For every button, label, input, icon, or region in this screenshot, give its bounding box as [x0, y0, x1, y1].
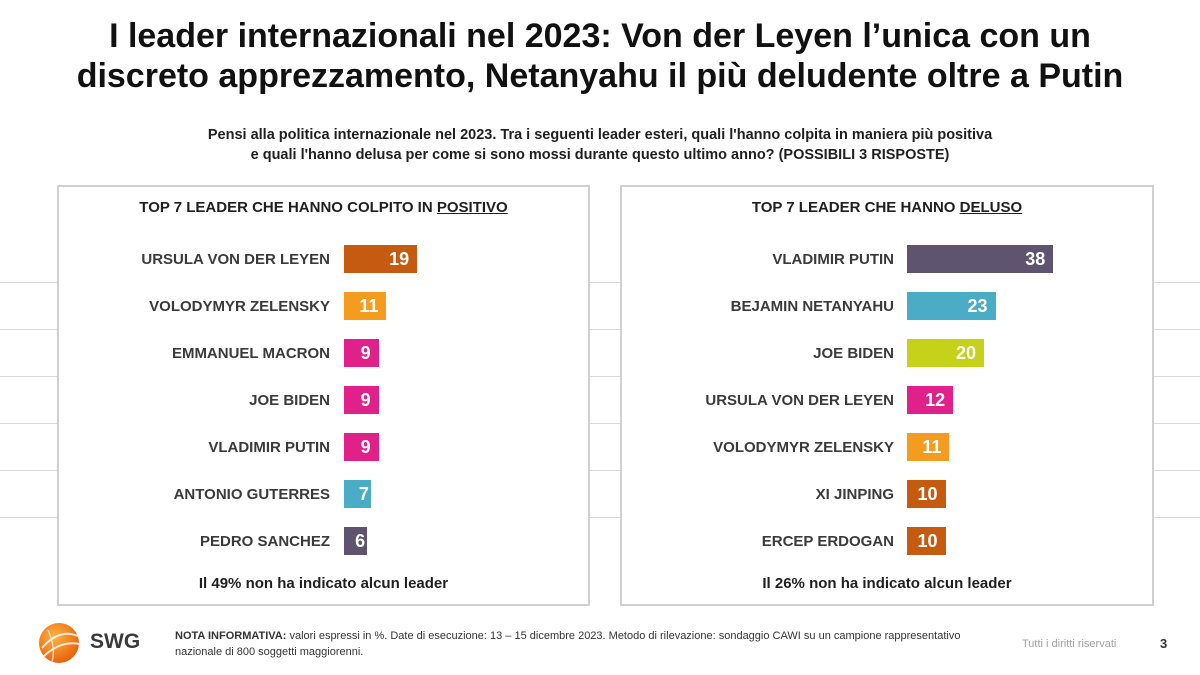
value-label: 9: [360, 437, 371, 457]
swg-logo-icon: [39, 623, 81, 663]
category-label: JOE BIDEN: [249, 392, 330, 409]
rights-reserved: Tutti i diritti riservati: [1022, 638, 1117, 650]
question-line-1: Pensi alla politica internazionale nel 2…: [207, 127, 993, 143]
page-title: I leader internazionali nel 2023: Von de…: [40, 16, 1160, 96]
category-label: PEDRO SANCHEZ: [199, 533, 330, 550]
bar: 20: [907, 339, 984, 367]
bar: 19: [344, 245, 418, 273]
bar-row: URSULA VON DER LEYEN 12: [622, 386, 1152, 416]
category-label: VOLODYMYR ZELENSKY: [713, 439, 894, 456]
bar-row: BEJAMIN NETANYAHU 23: [622, 292, 1152, 322]
bar: 7: [344, 480, 371, 508]
category-label: VLADIMIR PUTIN: [772, 251, 894, 268]
category-label: URSULA VON DER LEYEN: [705, 392, 894, 409]
methodology-note: NOTA INFORMATIVA: valori espressi in %. …: [175, 628, 975, 660]
value-label: 9: [360, 343, 371, 363]
page-number: 3: [1160, 636, 1168, 651]
bar: 23: [907, 292, 996, 320]
bar-row: EMMANUEL MACRON 9: [59, 339, 588, 369]
bar-row: JOE BIDEN 9: [59, 386, 588, 416]
disappointing-panel-title: TOP 7 LEADER CHE HANNO DELUSO: [622, 199, 1152, 216]
value-label: 11: [922, 437, 942, 457]
bar-row: URSULA VON DER LEYEN 19: [59, 245, 588, 275]
swg-logo-text: SWG: [90, 630, 141, 653]
row-divider: [0, 470, 1200, 471]
row-divider: [0, 282, 1200, 283]
bar-row: ERCEP ERDOGAN 10: [622, 527, 1152, 557]
title-line-2: discreto apprezzamento, Netanyahu il più…: [76, 57, 1124, 95]
row-divider: [0, 376, 1200, 377]
row-divider: [0, 423, 1200, 424]
positive-panel-title: TOP 7 LEADER CHE HANNO COLPITO IN POSITI…: [59, 199, 588, 216]
category-label: ERCEP ERDOGAN: [761, 533, 894, 550]
bar: 9: [344, 386, 379, 414]
bar: 11: [344, 292, 387, 320]
question-line-2: e quali l'hanno delusa per come si sono …: [250, 147, 950, 163]
value-label: 20: [955, 343, 976, 363]
positive-leaders-panel: TOP 7 LEADER CHE HANNO COLPITO IN POSITI…: [57, 185, 590, 606]
value-label: 6: [355, 531, 366, 551]
bar: 9: [344, 339, 379, 367]
disappointing-title-prefix: TOP 7 LEADER CHE HANNO: [751, 199, 960, 216]
bar-row: VLADIMIR PUTIN 9: [59, 433, 588, 463]
disappointing-no-answer-note: Il 26% non ha indicato alcun leader: [762, 575, 1012, 592]
disappointing-title-emphasis: DELUSO: [959, 199, 1023, 216]
category-label: VOLODYMYR ZELENSKY: [149, 298, 330, 315]
value-label: 23: [967, 296, 988, 316]
bar: 12: [907, 386, 954, 414]
bar-row: JOE BIDEN 20: [622, 339, 1152, 369]
bar-row: VOLODYMYR ZELENSKY 11: [59, 292, 588, 322]
bar: 11: [907, 433, 950, 461]
value-label: 10: [917, 531, 938, 551]
category-label: JOE BIDEN: [813, 345, 894, 362]
bar: 6: [344, 527, 368, 555]
value-label: 11: [359, 296, 379, 316]
value-label: 9: [360, 390, 371, 410]
disappointing-leaders-panel: TOP 7 LEADER CHE HANNO DELUSO VLADIMIR P…: [620, 185, 1154, 606]
value-label: 19: [389, 249, 410, 269]
bar-row: VOLODYMYR ZELENSKY 11: [622, 433, 1152, 463]
value-label: 38: [1025, 249, 1046, 269]
category-label: VLADIMIR PUTIN: [208, 439, 330, 456]
note-label: NOTA INFORMATIVA:: [175, 630, 287, 642]
category-label: ANTONIO GUTERRES: [173, 486, 330, 503]
bar: 9: [344, 433, 379, 461]
positive-title-emphasis: POSITIVO: [436, 199, 508, 216]
row-divider: [0, 329, 1200, 330]
value-label: 12: [925, 390, 946, 410]
bar: 38: [907, 245, 1054, 273]
positive-no-answer-note: Il 49% non ha indicato alcun leader: [198, 575, 449, 592]
bar: 10: [907, 527, 946, 555]
bar-row: VLADIMIR PUTIN 38: [622, 245, 1152, 275]
question-text: Pensi alla politica internazionale nel 2…: [100, 125, 1100, 165]
note-text: valori espressi in %. Date di esecuzione…: [175, 630, 961, 658]
positive-title-prefix: TOP 7 LEADER CHE HANNO COLPITO IN: [139, 199, 437, 216]
value-label: 7: [358, 484, 369, 504]
row-divider: [0, 517, 1200, 518]
category-label: EMMANUEL MACRON: [171, 345, 330, 362]
category-label: XI JINPING: [815, 486, 894, 503]
category-label: URSULA VON DER LEYEN: [141, 251, 330, 268]
bar-row: XI JINPING 10: [622, 480, 1152, 510]
bar-row: PEDRO SANCHEZ 6: [59, 527, 588, 557]
bar: 10: [907, 480, 946, 508]
value-label: 10: [917, 484, 938, 504]
category-label: BEJAMIN NETANYAHU: [730, 298, 894, 315]
bar-row: ANTONIO GUTERRES 7: [59, 480, 588, 510]
title-line-1: I leader internazionali nel 2023: Von de…: [109, 17, 1091, 55]
